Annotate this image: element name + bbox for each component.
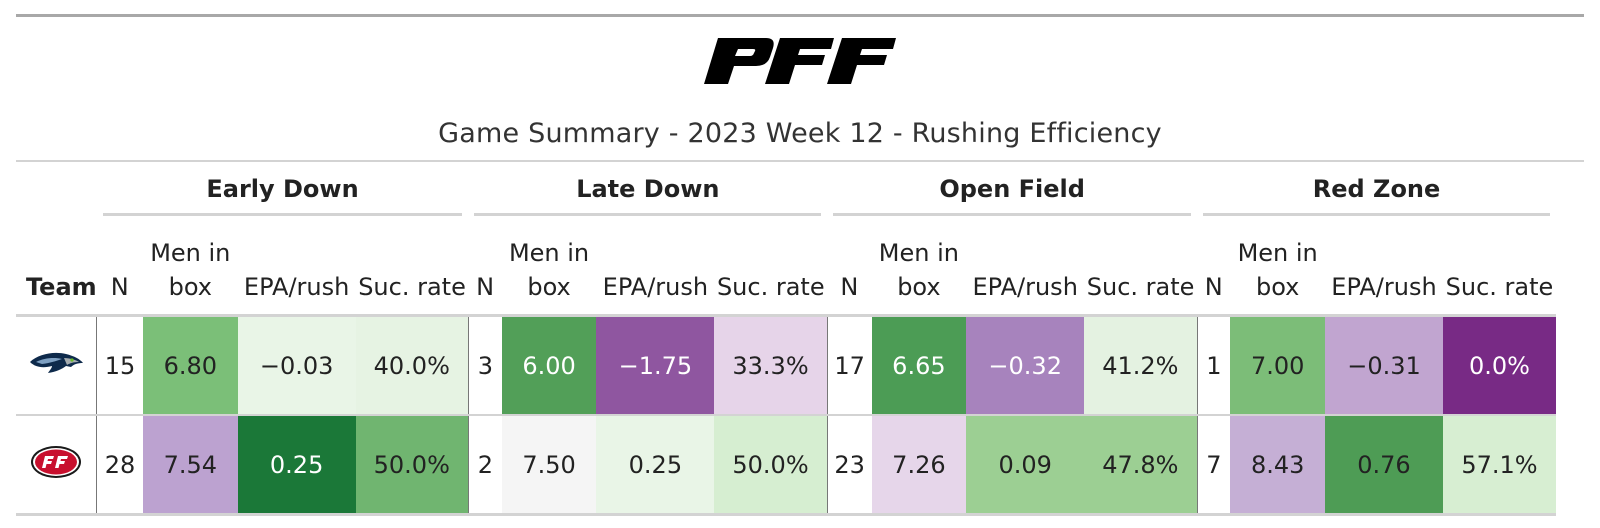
men-in-box-line-2: box (527, 273, 571, 301)
seahawks-logo (30, 352, 84, 373)
column-header-success-rate: Suc. rate (355, 226, 469, 317)
team-logo-cell (16, 315, 97, 416)
column-header-team: Team (16, 226, 97, 317)
table-row: 15 6.80 −0.03 40.0% 3 6.00 −1.75 33.3% 17 6.65 −0.… (16, 315, 1556, 416)
cell-n: 28 (96, 415, 143, 516)
cell-epa: −0.31 (1325, 315, 1443, 416)
column-header-epa-rush: EPA/rush (237, 226, 356, 317)
cell-box: 6.65 (871, 315, 967, 416)
cell-suc: 50.0% (355, 415, 469, 516)
cell-box: 8.43 (1230, 415, 1326, 516)
men-in-box-line-2: box (1255, 273, 1300, 301)
cell-box: 7.50 (501, 415, 597, 516)
cell-n: 17 (826, 315, 872, 416)
team-logo-cell (16, 415, 97, 516)
group-header-early-down: Early Down (97, 162, 469, 226)
column-header-n: N (468, 226, 502, 317)
column-header-epa-rush: EPA/rush (596, 226, 715, 317)
cell-epa: 0.76 (1325, 415, 1443, 516)
column-header-success-rate: Suc. rate (1442, 226, 1556, 317)
cell-epa: −0.03 (237, 315, 356, 416)
column-header-n: N (96, 226, 143, 317)
men-in-box-line-2: box (168, 273, 212, 301)
men-in-box-line-1: Men in (1237, 239, 1318, 267)
cell-suc: 50.0% (714, 415, 828, 516)
column-header-men-in-box: Men in box (501, 226, 597, 317)
cell-box: 7.26 (871, 415, 967, 516)
column-header-epa-rush: EPA/rush (966, 226, 1085, 317)
top-rule (16, 14, 1584, 17)
table-row: 28 7.54 0.25 50.0% 2 7.50 0.25 50.0% 23 7.26 0.09 4… (16, 415, 1556, 516)
cell-suc: 0.0% (1442, 315, 1556, 416)
table-body: 15 6.80 −0.03 40.0% 3 6.00 −1.75 33.3% 17 6.65 −0.… (16, 315, 1556, 516)
column-header-n: N (827, 226, 872, 317)
cell-suc: 40.0% (355, 315, 469, 416)
group-header-red-zone: Red Zone (1197, 162, 1556, 226)
pff-logo (704, 38, 896, 84)
cell-box: 6.80 (142, 315, 238, 416)
cell-suc: 33.3% (714, 315, 828, 416)
cell-epa: 0.25 (596, 415, 715, 516)
cell-box: 7.00 (1230, 315, 1326, 416)
cell-box: 7.54 (142, 415, 238, 516)
cell-n: 2 (467, 415, 502, 516)
cell-n: 3 (467, 315, 502, 416)
cell-n: 15 (96, 315, 143, 416)
men-in-box-line-1: Men in (150, 239, 231, 267)
cell-suc: 41.2% (1084, 315, 1198, 416)
cell-epa: 0.25 (237, 415, 356, 516)
men-in-box-line-2: box (897, 273, 941, 301)
column-header-men-in-box: Men in box (1230, 226, 1326, 317)
cell-suc: 47.8% (1084, 415, 1198, 516)
group-spacer (16, 162, 97, 226)
column-header-row: Team N Men in box EPA/rush Suc. rate N Men in b… (16, 226, 1556, 317)
column-header-men-in-box: Men in box (142, 226, 238, 317)
title-rule (16, 160, 1584, 162)
cell-n: 7 (1196, 415, 1231, 516)
column-header-success-rate: Suc. rate (1084, 226, 1198, 317)
group-header-late-down: Late Down (468, 162, 827, 226)
column-header-success-rate: Suc. rate (714, 226, 828, 317)
group-header-open-field: Open Field (827, 162, 1197, 226)
cell-epa: −1.75 (596, 315, 715, 416)
cell-epa: 0.09 (966, 415, 1085, 516)
men-in-box-line-1: Men in (878, 239, 959, 267)
table-title: Game Summary - 2023 Week 12 - Rushing Ef… (438, 118, 1162, 149)
column-header-epa-rush: EPA/rush (1325, 226, 1443, 317)
men-in-box-line-1: Men in (508, 239, 590, 267)
cell-epa: −0.32 (966, 315, 1085, 416)
cell-box: 6.00 (501, 315, 597, 416)
column-header-n: N (1197, 226, 1231, 317)
49ers-logo (31, 445, 82, 478)
cell-suc: 57.1% (1442, 415, 1556, 516)
efficiency-table: Early Down Late Down Open Field Red Zone… (16, 162, 1556, 516)
column-header-men-in-box: Men in box (871, 226, 967, 317)
group-header-row: Early Down Late Down Open Field Red Zone (16, 162, 1556, 226)
cell-n: 1 (1196, 315, 1231, 416)
cell-n: 23 (826, 415, 872, 516)
